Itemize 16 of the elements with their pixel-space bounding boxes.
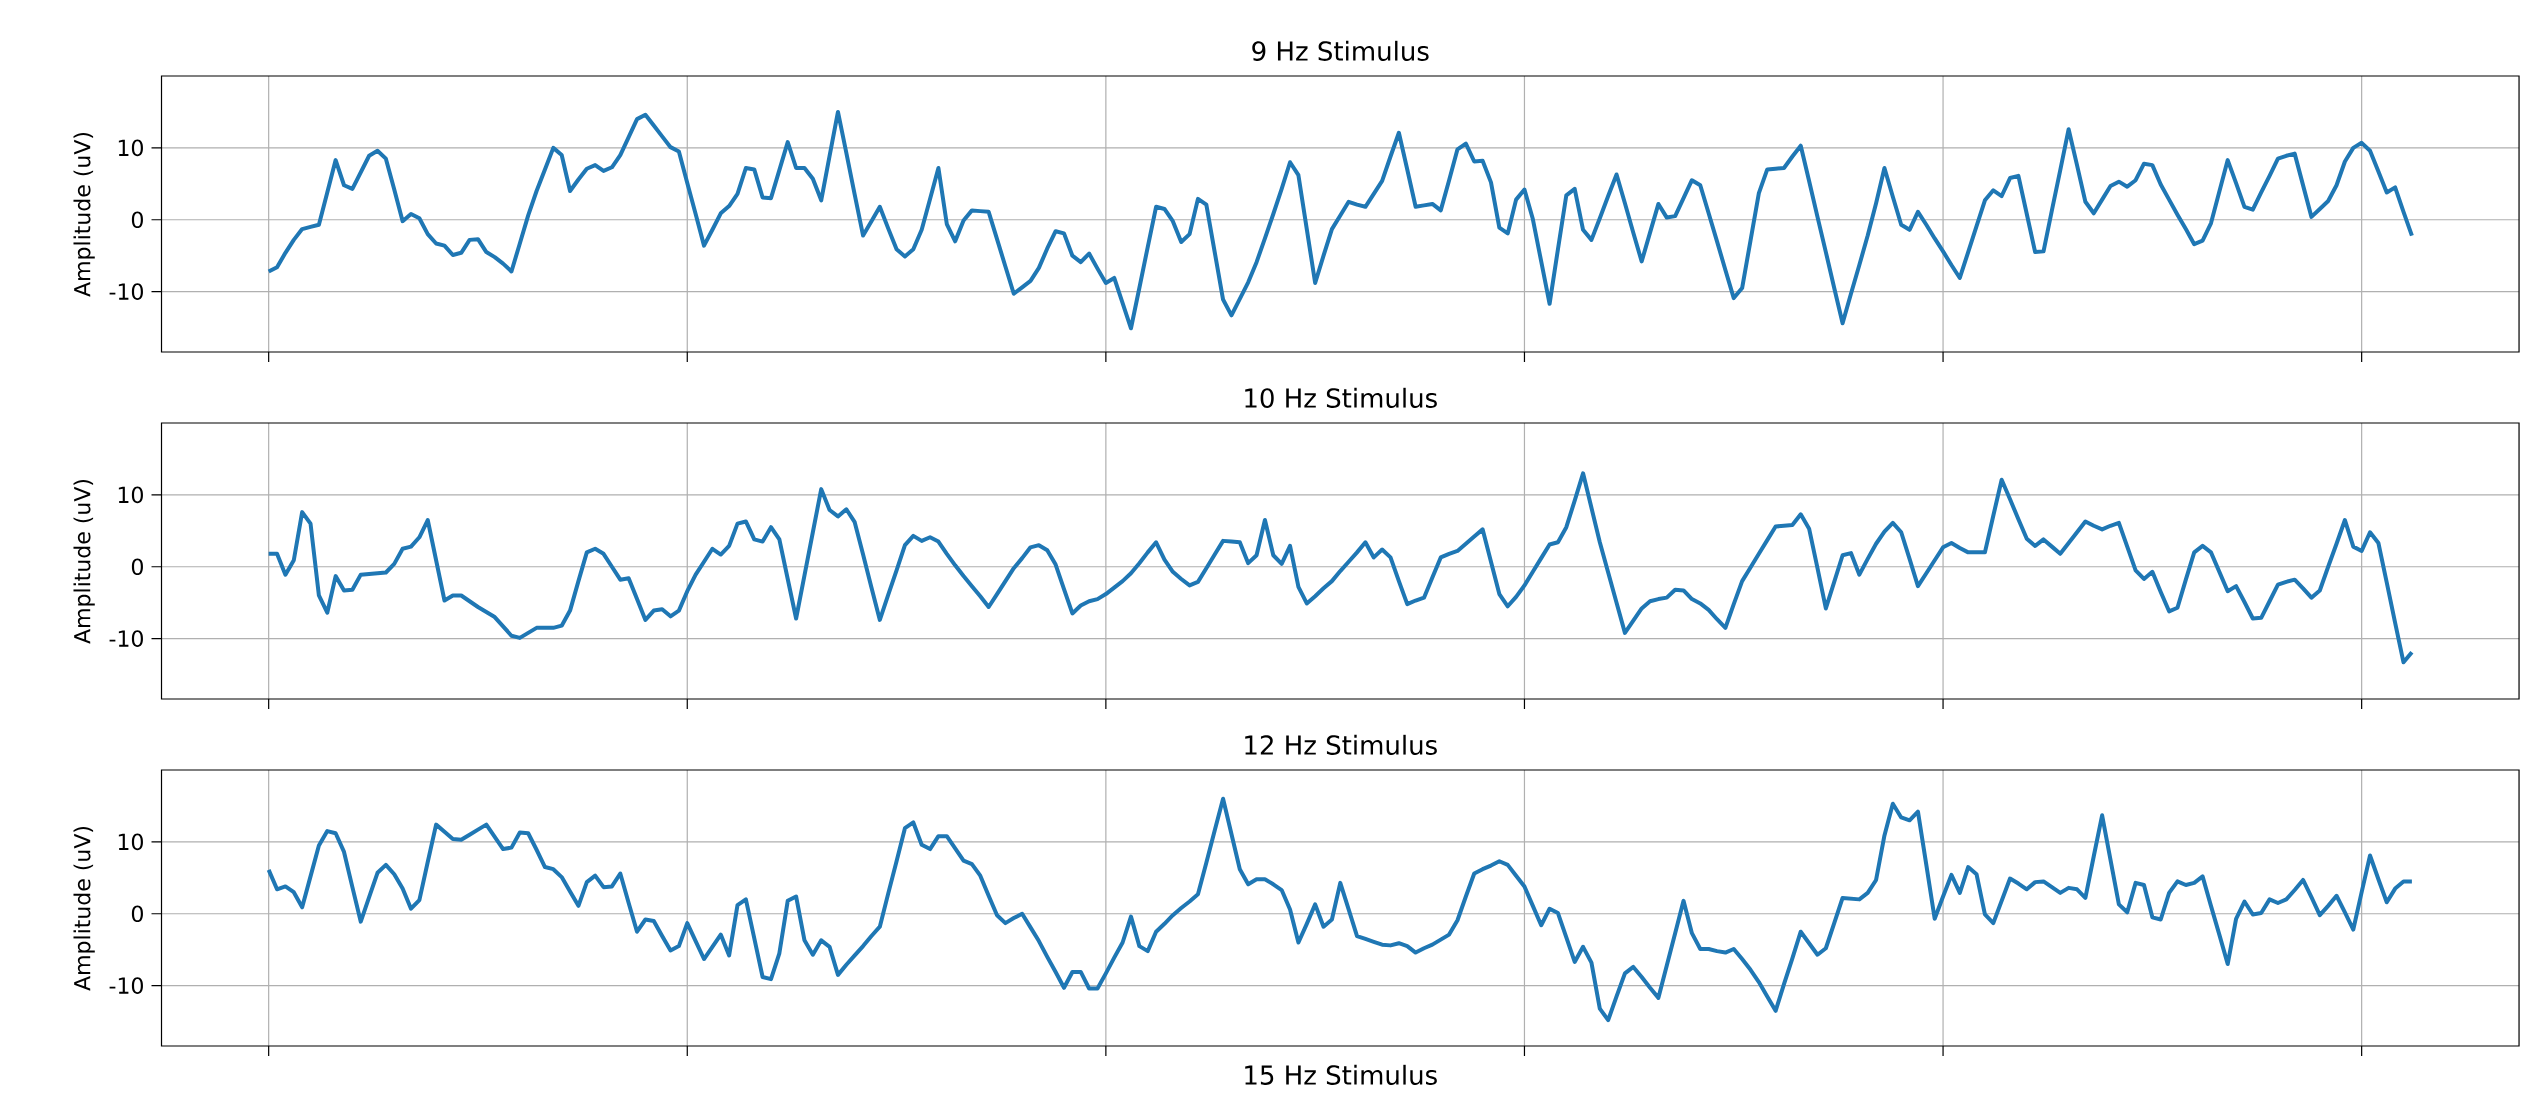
y-tick-label: 0 <box>131 905 143 923</box>
y-tick-label: -10 <box>109 283 143 300</box>
y-tick-label: 10 <box>118 833 143 851</box>
y-tick-label: 10 <box>118 486 143 504</box>
y-axis-title: Amplitude (uV) <box>73 132 95 297</box>
y-tick-label: -10 <box>109 977 143 994</box>
y-axis-title: Amplitude (uV) <box>73 826 95 991</box>
y-tick-label: 0 <box>131 558 143 576</box>
y-axis-title: Amplitude (uV) <box>73 479 95 644</box>
chart-title: 12 Hz Stimulus <box>1245 734 1437 755</box>
chart-title: 10 Hz Stimulus <box>1245 387 1437 408</box>
y-tick-label: 10 <box>118 139 143 157</box>
y-tick-label: -10 <box>109 630 143 647</box>
y-tick-label: 0 <box>131 211 143 229</box>
chart-title: 9 Hz Stimulus <box>1252 40 1429 61</box>
text: 15 Hz Stimulus <box>1245 1064 1437 1085</box>
